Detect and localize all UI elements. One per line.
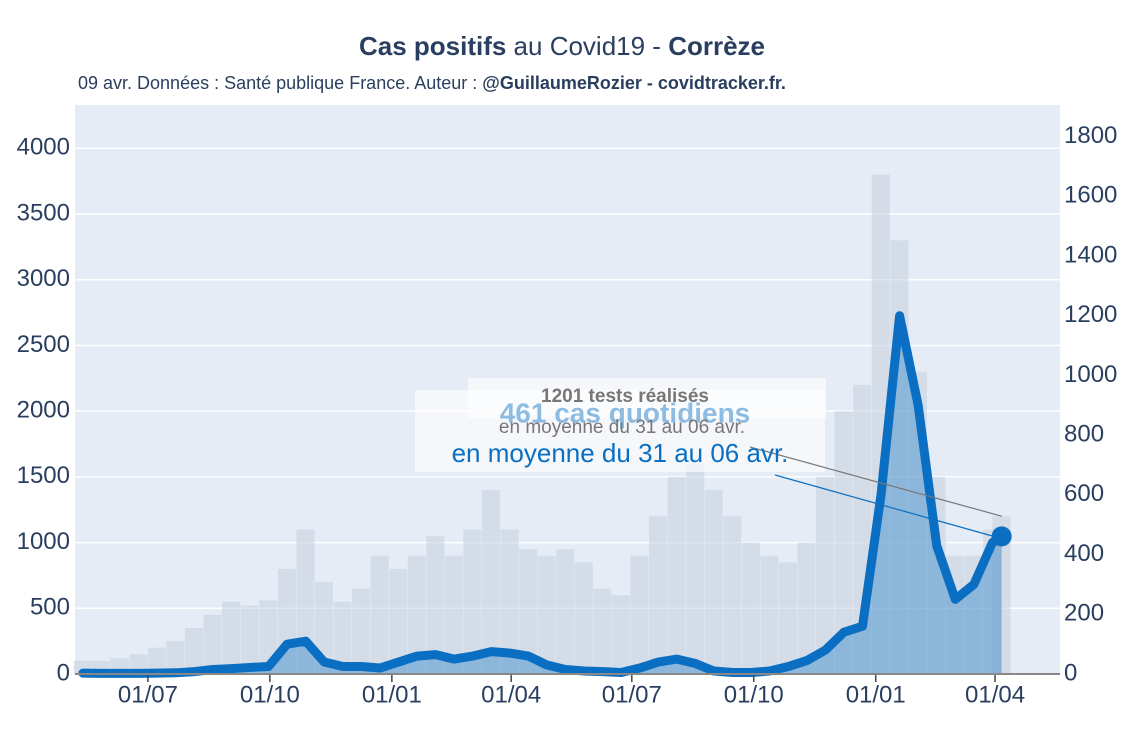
x-tick-label: 01/07: [118, 681, 178, 708]
x-tick-label: 01/01: [362, 681, 422, 708]
bar: [741, 542, 760, 674]
annotation-text: 1201 tests réalisés: [541, 386, 709, 407]
bar: [519, 549, 538, 674]
bar: [556, 549, 575, 674]
annotation-arrow: [774, 474, 994, 537]
bar: [240, 605, 259, 674]
y-tick-label: 3000: [17, 265, 70, 292]
bar: [481, 490, 501, 674]
y2-tick-label: 800: [1064, 421, 1104, 448]
y-tick-label: 2000: [17, 397, 70, 424]
ticks: 0 500 1000 1500 2000 2500 3000 3500 4000 0 200 400 6…: [17, 122, 1118, 708]
y2-tick-label: 1000: [1064, 361, 1117, 388]
bar: [760, 555, 779, 674]
annotation-box: [415, 390, 825, 472]
bar: [816, 476, 835, 674]
y2-tick-label: 1600: [1064, 182, 1117, 209]
bar: [723, 516, 742, 674]
bar: [389, 568, 408, 674]
bar: [992, 516, 1011, 674]
bar: [649, 516, 668, 674]
y2-tick-label: 0: [1064, 659, 1077, 686]
y-tick-label: 3500: [17, 199, 70, 226]
lines: [78, 311, 1012, 678]
y2-tick-label: 1800: [1064, 122, 1117, 149]
y2-tick-label: 400: [1064, 540, 1104, 567]
chart-title: Cas positifs au Covid19 - Corrèze: [359, 31, 765, 61]
y-tick-label: 1000: [17, 528, 70, 555]
bar: [537, 555, 556, 674]
area: [82, 315, 1002, 674]
line: [78, 311, 1007, 678]
bar: [370, 555, 389, 674]
bar: [834, 411, 853, 674]
bar: [426, 536, 445, 674]
title-part: @GuillaumeRozier - covidtracker.fr.: [482, 73, 786, 93]
bar: [147, 647, 166, 674]
bar: [686, 463, 705, 674]
x-tick-label: 01/07: [602, 681, 662, 708]
bar: [222, 601, 241, 674]
bar: [166, 641, 185, 674]
bar: [352, 588, 371, 674]
title-part: Cas positifs: [359, 31, 506, 61]
y-tick-label: 500: [30, 594, 70, 621]
y2-tick-label: 1400: [1064, 241, 1117, 268]
bar: [463, 529, 482, 674]
bar: [593, 588, 612, 674]
bar: [611, 595, 630, 674]
annotation-text: 461 cas quotidiens: [500, 397, 751, 428]
bar: [778, 562, 798, 674]
bar: [185, 628, 204, 674]
bar: [333, 601, 352, 674]
bar: [500, 529, 519, 674]
y2-tick-label: 200: [1064, 600, 1104, 627]
bar: [704, 490, 723, 674]
y2-tick-label: 600: [1064, 480, 1104, 507]
x-tick-label: 01/10: [240, 681, 300, 708]
bar: [407, 555, 426, 674]
y-tick-label: 4000: [17, 134, 70, 161]
end-marker: [991, 526, 1012, 547]
title-part: au Covid19 -: [506, 31, 668, 61]
bar: [667, 476, 686, 674]
bar: [203, 614, 222, 674]
chart-subtitle: 09 avr. Données : Santé publique France.…: [78, 73, 786, 93]
bar: [574, 562, 593, 674]
annotation-text: en moyenne du 31 au 06 avr.: [499, 417, 745, 438]
bar: [630, 555, 649, 674]
title-part: Corrèze: [668, 31, 765, 61]
y-tick-label: 1500: [17, 462, 70, 489]
x-tick-label: 01/04: [965, 681, 1025, 708]
y-tick-label: 0: [57, 659, 70, 686]
bar: [797, 542, 816, 674]
y-tick-label: 2500: [17, 331, 70, 358]
annotation-text: en moyenne du 31 au 06 avr.: [452, 438, 789, 468]
bar: [444, 555, 463, 674]
y2-tick-label: 1200: [1064, 301, 1117, 328]
x-tick-label: 01/10: [724, 681, 784, 708]
x-tick-label: 01/01: [846, 681, 906, 708]
title-part: 09 avr. Données : Santé publique France.…: [78, 73, 482, 93]
annotation-arrow: [749, 446, 1002, 517]
x-tick-label: 01/04: [481, 681, 541, 708]
